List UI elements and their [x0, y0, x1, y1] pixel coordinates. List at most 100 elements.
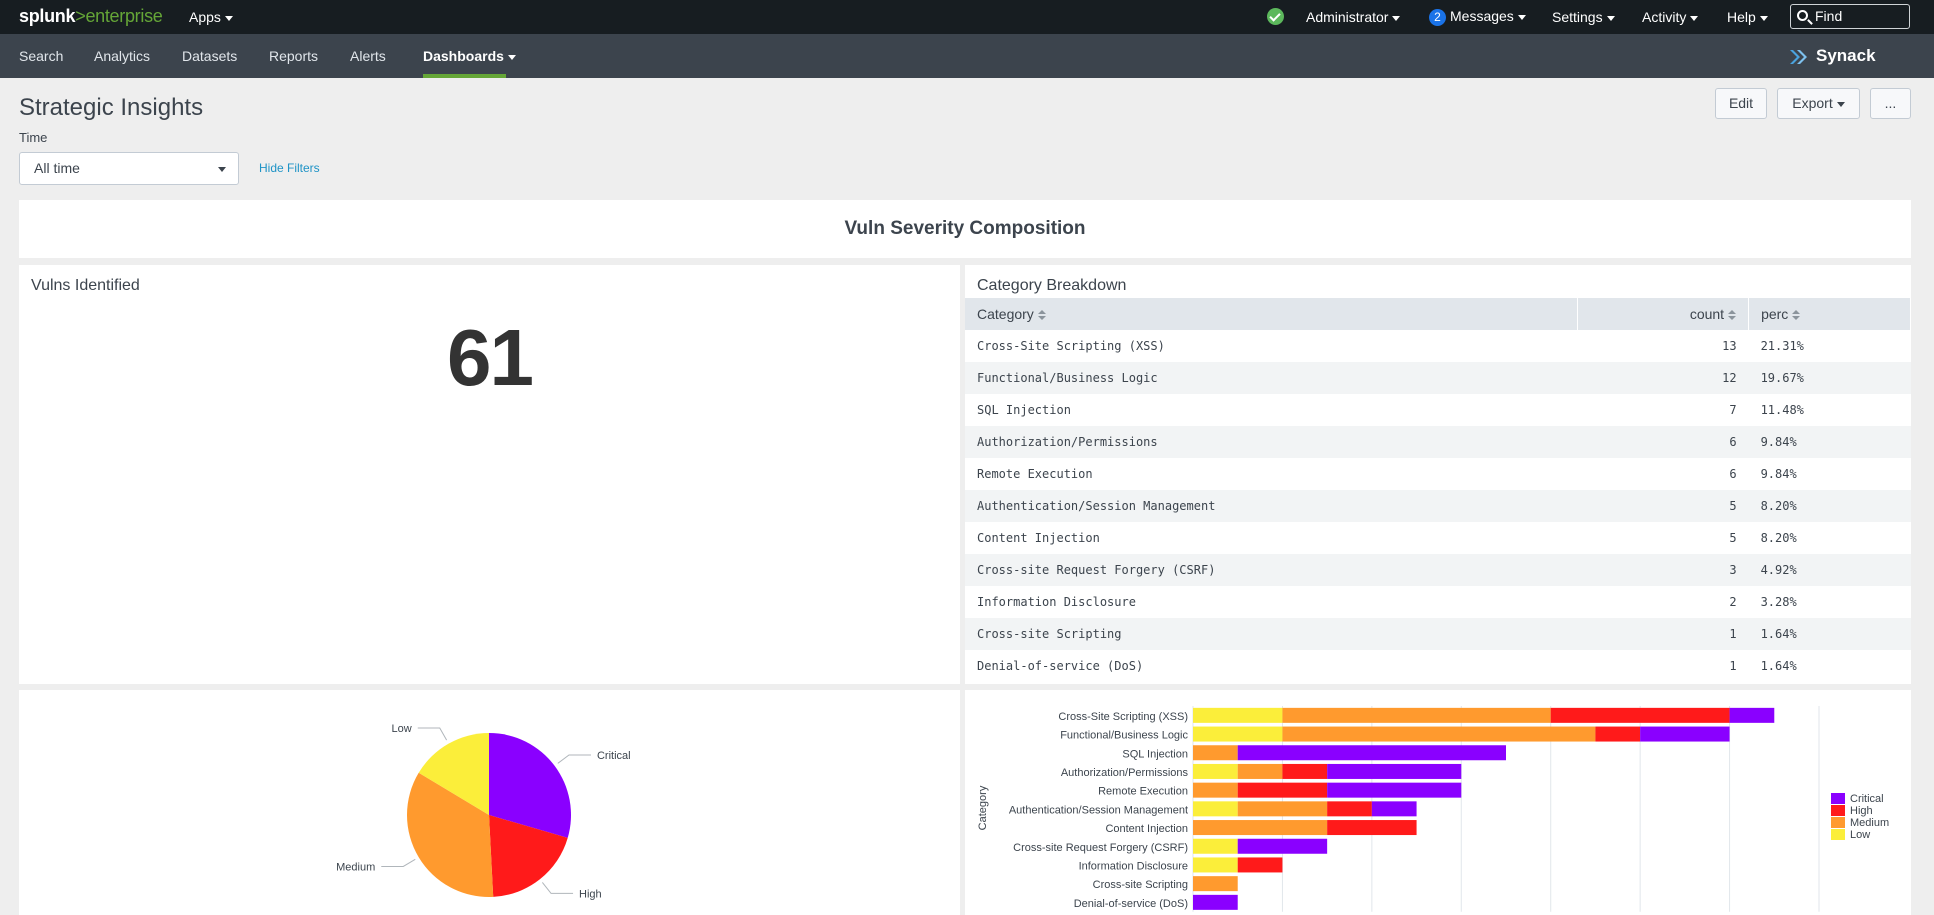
settings-label: Settings — [1552, 9, 1603, 25]
administrator-menu[interactable]: Administrator — [1306, 9, 1401, 25]
table-row[interactable]: Authentication/Session Management 5 8.20% — [965, 490, 1911, 522]
legend-swatch — [1831, 805, 1845, 816]
nav-search[interactable]: Search — [19, 48, 64, 64]
bar-segment-medium[interactable] — [1282, 726, 1596, 742]
column-header-category[interactable]: Category — [965, 298, 1579, 330]
cell-perc: 1.64% — [1748, 650, 1911, 682]
legend-label[interactable]: Critical — [1850, 793, 1884, 805]
bar-segment-critical[interactable] — [1327, 763, 1462, 779]
table-row[interactable]: Functional/Business Logic 12 19.67% — [965, 362, 1911, 394]
splunk-logo[interactable]: splunk>enterprise — [19, 6, 163, 27]
time-range-select[interactable]: All time — [19, 152, 239, 185]
help-menu[interactable]: Help — [1727, 9, 1768, 25]
export-button[interactable]: Export — [1777, 88, 1860, 119]
table-row[interactable]: Denial-of-service (DoS) 1 1.64% — [965, 650, 1911, 682]
bar-segment-high[interactable] — [1550, 707, 1730, 723]
bar-segment-high[interactable] — [1237, 857, 1283, 873]
bar-segment-medium[interactable] — [1282, 707, 1551, 723]
legend-label[interactable]: Low — [1850, 829, 1870, 841]
cell-count: 1 — [1577, 650, 1749, 682]
bar-segment-medium[interactable] — [1193, 782, 1238, 798]
nav-dashboards[interactable]: Dashboards — [423, 48, 516, 64]
bar-category-label: Cross-site Request Forgery (CSRF) — [1013, 842, 1188, 854]
bar-segment-critical[interactable] — [1327, 782, 1462, 798]
table-row[interactable]: Remote Execution 6 9.84% — [965, 458, 1911, 490]
pie-leader-line — [417, 727, 448, 741]
pie-slice-medium[interactable] — [407, 772, 494, 897]
apps-label: Apps — [189, 9, 221, 25]
table-row[interactable]: Cross-site Request Forgery (CSRF) 3 4.92% — [965, 554, 1911, 586]
bar-segment-medium[interactable] — [1193, 745, 1238, 761]
bar-segment-critical[interactable] — [1640, 726, 1730, 742]
legend-label[interactable]: High — [1850, 805, 1873, 817]
pie-slice-critical[interactable] — [489, 733, 571, 838]
chevron-down-icon — [218, 167, 226, 172]
bar-segment-low[interactable] — [1193, 707, 1283, 723]
bar-segment-high[interactable] — [1327, 820, 1417, 836]
messages-menu[interactable]: 2 Messages — [1429, 8, 1526, 26]
synack-brand[interactable]: Synack — [1816, 46, 1876, 65]
bar-segment-medium[interactable] — [1193, 876, 1238, 892]
chevron-down-icon — [1392, 15, 1401, 21]
time-filter-label: Time — [19, 130, 48, 145]
table-row[interactable]: Authorization/Permissions 6 9.84% — [965, 426, 1911, 458]
activity-menu[interactable]: Activity — [1642, 9, 1699, 25]
more-actions-button[interactable]: ... — [1870, 88, 1911, 119]
table-row[interactable]: Information Disclosure 2 3.28% — [965, 586, 1911, 618]
logo-gt: > — [75, 6, 86, 26]
apps-menu[interactable]: Apps — [189, 9, 233, 25]
bar-segment-high[interactable] — [1595, 726, 1641, 742]
category-panel-title: Category Breakdown — [977, 277, 1127, 294]
cell-perc: 8.20% — [1748, 490, 1911, 522]
category-severity-bar-panel: Cross-Site Scripting (XSS) Functional/Bus… — [965, 690, 1911, 915]
table-row[interactable]: SQL Injection 7 11.48% — [965, 394, 1911, 426]
bar-segment-high[interactable] — [1282, 763, 1328, 779]
hide-filters-link[interactable]: Hide Filters — [259, 161, 320, 175]
column-header-count[interactable]: count — [1577, 298, 1750, 330]
table-row[interactable]: Cross-Site Scripting (XSS) 13 21.31% — [965, 330, 1911, 362]
bar-segment-medium[interactable] — [1193, 820, 1328, 836]
bar-segment-medium[interactable] — [1237, 801, 1328, 817]
sort-icon — [1728, 310, 1737, 321]
table-row[interactable]: Cross-site Scripting 1 1.64% — [965, 618, 1911, 650]
pie-slice-low[interactable] — [418, 733, 489, 815]
bar-segment-low[interactable] — [1193, 801, 1238, 817]
bar-segment-high[interactable] — [1237, 782, 1328, 798]
bar-segment-critical[interactable] — [1371, 801, 1417, 817]
time-range-value: All time — [34, 160, 80, 176]
bar-segment-medium[interactable] — [1237, 763, 1283, 779]
bar-segment-low[interactable] — [1193, 857, 1238, 873]
bar-category-label: Functional/Business Logic — [1060, 730, 1188, 742]
cell-category: Authorization/Permissions — [965, 426, 1578, 458]
settings-menu[interactable]: Settings — [1552, 9, 1615, 25]
health-ok-icon[interactable] — [1267, 8, 1284, 25]
bar-segment-critical[interactable] — [1193, 894, 1238, 910]
section-header-panel: Vuln Severity Composition — [19, 200, 1911, 258]
bar-segment-critical[interactable] — [1729, 707, 1775, 723]
cell-category: Content Injection — [965, 522, 1578, 554]
nav-alerts[interactable]: Alerts — [350, 48, 386, 64]
pie-slice-high[interactable] — [489, 815, 568, 897]
bar-segment-low[interactable] — [1193, 763, 1238, 779]
cell-count: 6 — [1577, 426, 1749, 458]
bar-segment-critical[interactable] — [1237, 745, 1506, 761]
bar-segment-high[interactable] — [1327, 801, 1372, 817]
nav-analytics[interactable]: Analytics — [94, 48, 151, 64]
table-row[interactable]: Content Injection 5 8.20% — [965, 522, 1911, 554]
app-bar: Search Analytics Datasets Reports Alerts… — [0, 34, 1934, 78]
legend-label[interactable]: Medium — [1850, 817, 1889, 829]
edit-button[interactable]: Edit — [1715, 88, 1767, 119]
bar-segment-low[interactable] — [1193, 726, 1283, 742]
bar-segment-critical[interactable] — [1237, 838, 1328, 854]
pie-leader-line — [541, 882, 574, 894]
bar-category-label: Cross-site Scripting — [1093, 879, 1188, 891]
cell-perc: 9.84% — [1748, 458, 1911, 490]
category-table: Category count perc Cross-Site Scripting… — [965, 298, 1911, 682]
nav-reports[interactable]: Reports — [269, 48, 319, 64]
bar-segment-low[interactable] — [1193, 838, 1238, 854]
nav-datasets[interactable]: Datasets — [182, 48, 238, 64]
chevron-down-icon — [1517, 14, 1526, 20]
find-input[interactable]: Find — [1790, 4, 1910, 29]
vulns-identified-panel: Vulns Identified 61 — [19, 265, 960, 684]
column-header-perc[interactable]: perc — [1748, 298, 1911, 330]
